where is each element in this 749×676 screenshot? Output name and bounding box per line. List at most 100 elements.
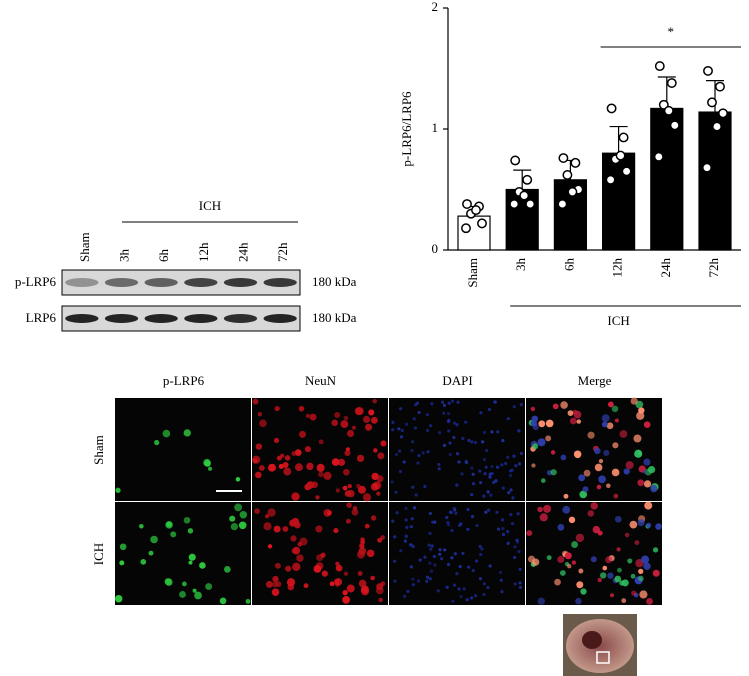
cell: [453, 552, 457, 556]
column-label: Merge: [578, 373, 612, 388]
cell: [650, 484, 658, 493]
cell: [461, 551, 465, 555]
cell: [465, 598, 469, 602]
cell: [418, 558, 422, 562]
cell: [452, 421, 457, 425]
row-label: ICH: [91, 543, 106, 565]
cell: [402, 594, 407, 598]
micrograph: [389, 502, 525, 605]
cell: [393, 535, 397, 539]
cell: [467, 565, 471, 569]
cell: [346, 584, 355, 593]
cell: [370, 416, 378, 424]
cell: [364, 523, 370, 529]
brain-section: [566, 619, 634, 673]
cell: [450, 528, 454, 533]
cell: [351, 508, 359, 516]
cell: [537, 506, 543, 513]
cell: [455, 452, 460, 456]
cell: [187, 528, 194, 534]
cell: [395, 511, 399, 515]
cell: [357, 485, 366, 494]
cell: [634, 540, 640, 546]
band: [223, 278, 258, 287]
cell: [409, 525, 413, 529]
x-tick-label: 24h: [658, 258, 673, 278]
cell: [391, 428, 395, 432]
cell: [575, 533, 585, 543]
cell: [537, 597, 546, 605]
cell: [165, 521, 173, 529]
significance-label: *: [668, 24, 675, 39]
cell: [489, 493, 493, 497]
cell: [501, 532, 506, 537]
cell: [573, 410, 582, 419]
cell: [370, 575, 375, 581]
cell: [447, 401, 451, 405]
cell: [491, 480, 496, 485]
cell: [550, 450, 556, 455]
data-point: [471, 205, 481, 216]
cell: [165, 578, 173, 586]
cell: [252, 455, 261, 464]
cell: [569, 417, 577, 425]
cell: [518, 567, 522, 572]
cell: [417, 410, 421, 415]
cell: [286, 578, 296, 587]
cell: [334, 411, 341, 418]
cell: [438, 431, 442, 435]
data-point: [702, 162, 712, 173]
cell: [638, 568, 644, 574]
cell: [170, 531, 177, 538]
cell: [532, 443, 539, 450]
cell: [326, 510, 332, 516]
data-point: [462, 199, 472, 209]
cell: [455, 572, 459, 576]
cell: [411, 485, 415, 489]
cell: [473, 440, 478, 445]
cell: [614, 575, 622, 583]
cell: [295, 463, 303, 472]
cell: [516, 512, 520, 516]
cell: [637, 519, 645, 527]
cell: [550, 469, 557, 476]
cell: [400, 428, 404, 433]
cell: [512, 405, 516, 409]
cell: [304, 446, 311, 453]
cell: [292, 546, 301, 555]
cell: [446, 562, 451, 567]
cell: [358, 579, 367, 588]
column-label: p-LRP6: [163, 373, 205, 388]
cell: [335, 488, 340, 493]
cell: [342, 596, 350, 604]
cell: [362, 493, 372, 502]
cell: [578, 568, 584, 574]
cell: [554, 578, 561, 586]
cell: [403, 539, 407, 543]
x-tick-label: 12h: [610, 258, 625, 278]
cell: [306, 481, 314, 489]
cell: [205, 583, 213, 591]
cell: [448, 441, 452, 445]
cell: [539, 513, 548, 522]
y-axis-label: p-LRP6/LRP6: [399, 91, 414, 167]
cell: [500, 463, 504, 467]
cell: [183, 429, 191, 437]
hematoma: [582, 631, 602, 649]
cell: [526, 530, 533, 537]
cell: [655, 523, 662, 530]
cell: [179, 591, 186, 598]
cell: [399, 407, 403, 411]
cell: [292, 562, 301, 572]
cell: [438, 548, 442, 552]
cell: [414, 493, 418, 497]
cell: [514, 464, 518, 468]
cell: [500, 590, 504, 594]
band: [104, 278, 139, 287]
cell: [346, 502, 352, 508]
cell: [299, 430, 306, 438]
cell: [462, 587, 466, 591]
cell: [456, 400, 460, 404]
cell: [267, 508, 276, 517]
lane-label: 72h: [275, 242, 290, 262]
